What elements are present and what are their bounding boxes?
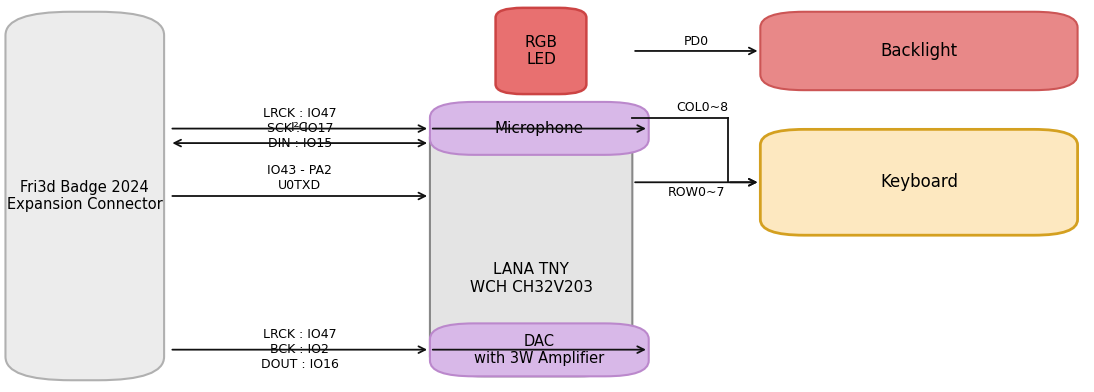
- FancyBboxPatch shape: [430, 102, 649, 155]
- Text: IO43 - PA2
U0TXD: IO43 - PA2 U0TXD: [267, 164, 333, 192]
- FancyBboxPatch shape: [430, 323, 649, 376]
- Text: DAC
with 3W Amplifier: DAC with 3W Amplifier: [474, 334, 605, 366]
- Text: I²C: I²C: [291, 121, 309, 134]
- Text: Backlight: Backlight: [881, 42, 957, 60]
- Text: Fri3d Badge 2024
Expansion Connector: Fri3d Badge 2024 Expansion Connector: [7, 180, 163, 212]
- FancyBboxPatch shape: [430, 118, 632, 376]
- Text: COL0~8: COL0~8: [676, 100, 729, 114]
- Text: LRCK : IO47
BCK : IO2
DOUT : IO16: LRCK : IO47 BCK : IO2 DOUT : IO16: [260, 328, 339, 371]
- FancyBboxPatch shape: [496, 8, 586, 94]
- Text: PD0: PD0: [684, 34, 709, 48]
- FancyBboxPatch shape: [760, 12, 1078, 90]
- Text: ROW0~7: ROW0~7: [667, 185, 725, 199]
- FancyBboxPatch shape: [5, 12, 164, 380]
- Text: Keyboard: Keyboard: [880, 173, 958, 191]
- FancyBboxPatch shape: [760, 129, 1078, 235]
- Text: Microphone: Microphone: [494, 121, 584, 136]
- Text: RGB
LED: RGB LED: [524, 35, 558, 67]
- Text: LANA TNY
WCH CH32V203: LANA TNY WCH CH32V203: [469, 262, 593, 294]
- Text: LRCK : IO47
SCK : IO17
DIN : IO15: LRCK : IO47 SCK : IO17 DIN : IO15: [263, 107, 337, 150]
